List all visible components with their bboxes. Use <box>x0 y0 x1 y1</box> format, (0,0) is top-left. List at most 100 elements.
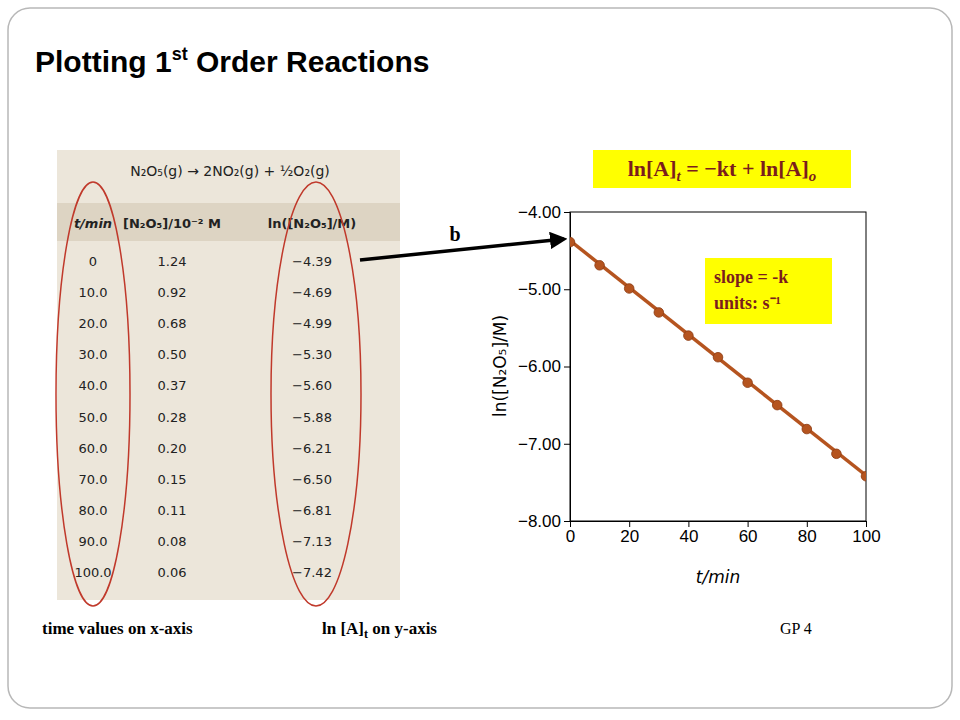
table-cell: −7.13 <box>292 534 332 549</box>
table-cell: 100.0 <box>74 565 111 580</box>
x-tick: 20 <box>620 521 639 546</box>
x-tick-label: 100 <box>852 527 880 546</box>
table-cell: 60.0 <box>79 441 108 456</box>
highlight-ellipse <box>56 182 130 606</box>
table-header: t/min <box>74 216 112 231</box>
x-tick-label: 40 <box>679 527 698 546</box>
table-header-band <box>57 203 400 241</box>
y-note-part: on y-axis <box>368 619 437 638</box>
title-part: Order Reactions <box>188 45 430 78</box>
y-tick: −5.00 <box>518 280 570 299</box>
x-tick-label: 0 <box>566 527 575 546</box>
table-cell: 70.0 <box>79 472 108 487</box>
table-cell: 90.0 <box>79 534 108 549</box>
table-cell: −6.50 <box>292 472 332 487</box>
equation-part: ln[A] <box>628 156 677 181</box>
x-tick-label: 60 <box>739 527 758 546</box>
y-tick-mark <box>564 289 570 290</box>
y-note-part: ln [A] <box>322 619 364 638</box>
slope-note: units: s⁻¹ <box>714 293 781 313</box>
y-tick-label: −5.00 <box>518 280 561 299</box>
data-point <box>595 261 605 271</box>
x-tick-label: 80 <box>798 527 817 546</box>
arrow-label: b <box>449 223 460 245</box>
table-cell: −4.69 <box>292 285 332 300</box>
title: Plotting 1st Order Reactions <box>35 44 429 78</box>
reaction-band <box>57 150 400 151</box>
highlight-ellipse <box>271 182 361 606</box>
plot-area <box>570 237 866 481</box>
table-cell: 1.24 <box>158 254 187 269</box>
table-cell: 80.0 <box>79 503 108 518</box>
equation: ln[A]t = −kt + ln[A]o <box>628 156 817 184</box>
x-tick: 80 <box>798 521 817 546</box>
y-tick-label: −4.00 <box>518 203 561 222</box>
table-cell: 40.0 <box>79 378 108 393</box>
table-cell: 0.50 <box>158 347 187 362</box>
y-tick: −6.00 <box>518 357 570 376</box>
data-point <box>570 237 575 247</box>
x-axis: 0 20 40 60 80 100 <box>566 521 881 546</box>
equation-part: = −kt + ln[A] <box>681 156 809 181</box>
slide: Plotting 1st Order Reactions t/min [N₂O₅]/… <box>0 0 960 720</box>
y-tick: −7.00 <box>518 435 570 454</box>
table-cell: 0.15 <box>158 472 187 487</box>
x-tick: 0 <box>566 521 575 546</box>
data-point <box>743 378 753 388</box>
table-cell: 30.0 <box>79 347 108 362</box>
chart: −8.00−7.00−6.00−5.00−4.00020406080100t/m… <box>490 203 881 587</box>
equation-subscript: o <box>809 168 817 184</box>
table-cell: 0.11 <box>158 503 187 518</box>
table-cell: 20.0 <box>79 316 108 331</box>
slope-box <box>705 258 832 324</box>
x-axis-line <box>571 522 867 528</box>
table-cell: 0 <box>89 254 97 269</box>
y-tick-label: −7.00 <box>518 435 561 454</box>
reaction: N₂O₅(g) → 2NO₂(g) + ½O₂(g) <box>130 163 330 179</box>
equation-box <box>593 150 851 188</box>
data-point <box>802 424 812 434</box>
table-cell: 50.0 <box>79 410 108 425</box>
y-axis: −8.00 −7.00 −6.00 −5.00 −4.00 <box>518 203 571 531</box>
table-header: [N₂O₅]/10⁻² M <box>123 216 221 231</box>
y-axis-title: ln([N₂O₅]/M) <box>490 315 510 417</box>
data-point <box>772 400 782 410</box>
x-tick: 100 <box>852 521 880 546</box>
y-tick-mark <box>564 212 570 213</box>
table-cell: 10.0 <box>79 285 108 300</box>
table-cell: −5.88 <box>292 410 332 425</box>
plot-frame <box>570 212 866 521</box>
x-tick: 40 <box>679 521 698 546</box>
table-background <box>57 150 400 600</box>
y-tick-mark <box>564 444 570 445</box>
slide-frame <box>8 8 952 708</box>
table-cell: −5.30 <box>292 347 332 362</box>
table-cell: 0.37 <box>158 378 187 393</box>
slope-note: slope = -k <box>714 267 788 287</box>
x-note: time values on x-axis <box>42 619 193 638</box>
y-tick-mark <box>564 521 570 522</box>
title-superscript: st <box>172 44 188 64</box>
table-cell: 0.06 <box>158 565 187 580</box>
data-point <box>654 308 664 318</box>
table-cell: −4.39 <box>292 254 332 269</box>
table-cell: −4.99 <box>292 316 332 331</box>
x-tick-label: 20 <box>620 527 639 546</box>
table-cell: −7.42 <box>292 565 332 580</box>
y-tick: −8.00 <box>518 512 570 531</box>
table-cell: 0.08 <box>158 534 187 549</box>
table-cell: −6.21 <box>292 441 332 456</box>
x-tick: 60 <box>739 521 758 546</box>
table-cell: 0.92 <box>158 285 187 300</box>
data-point <box>713 352 723 362</box>
footer: GP 4 <box>780 620 812 637</box>
y-axis-line <box>564 213 571 522</box>
data-point <box>861 471 866 481</box>
table-cell: −5.60 <box>292 378 332 393</box>
y-tick-label: −6.00 <box>518 357 561 376</box>
data-point <box>624 284 634 294</box>
title-part: Plotting 1 <box>35 45 172 78</box>
data-point <box>832 449 842 459</box>
table-cell: 0.68 <box>158 316 187 331</box>
y-note: ln [A]t on y-axis <box>322 619 437 641</box>
